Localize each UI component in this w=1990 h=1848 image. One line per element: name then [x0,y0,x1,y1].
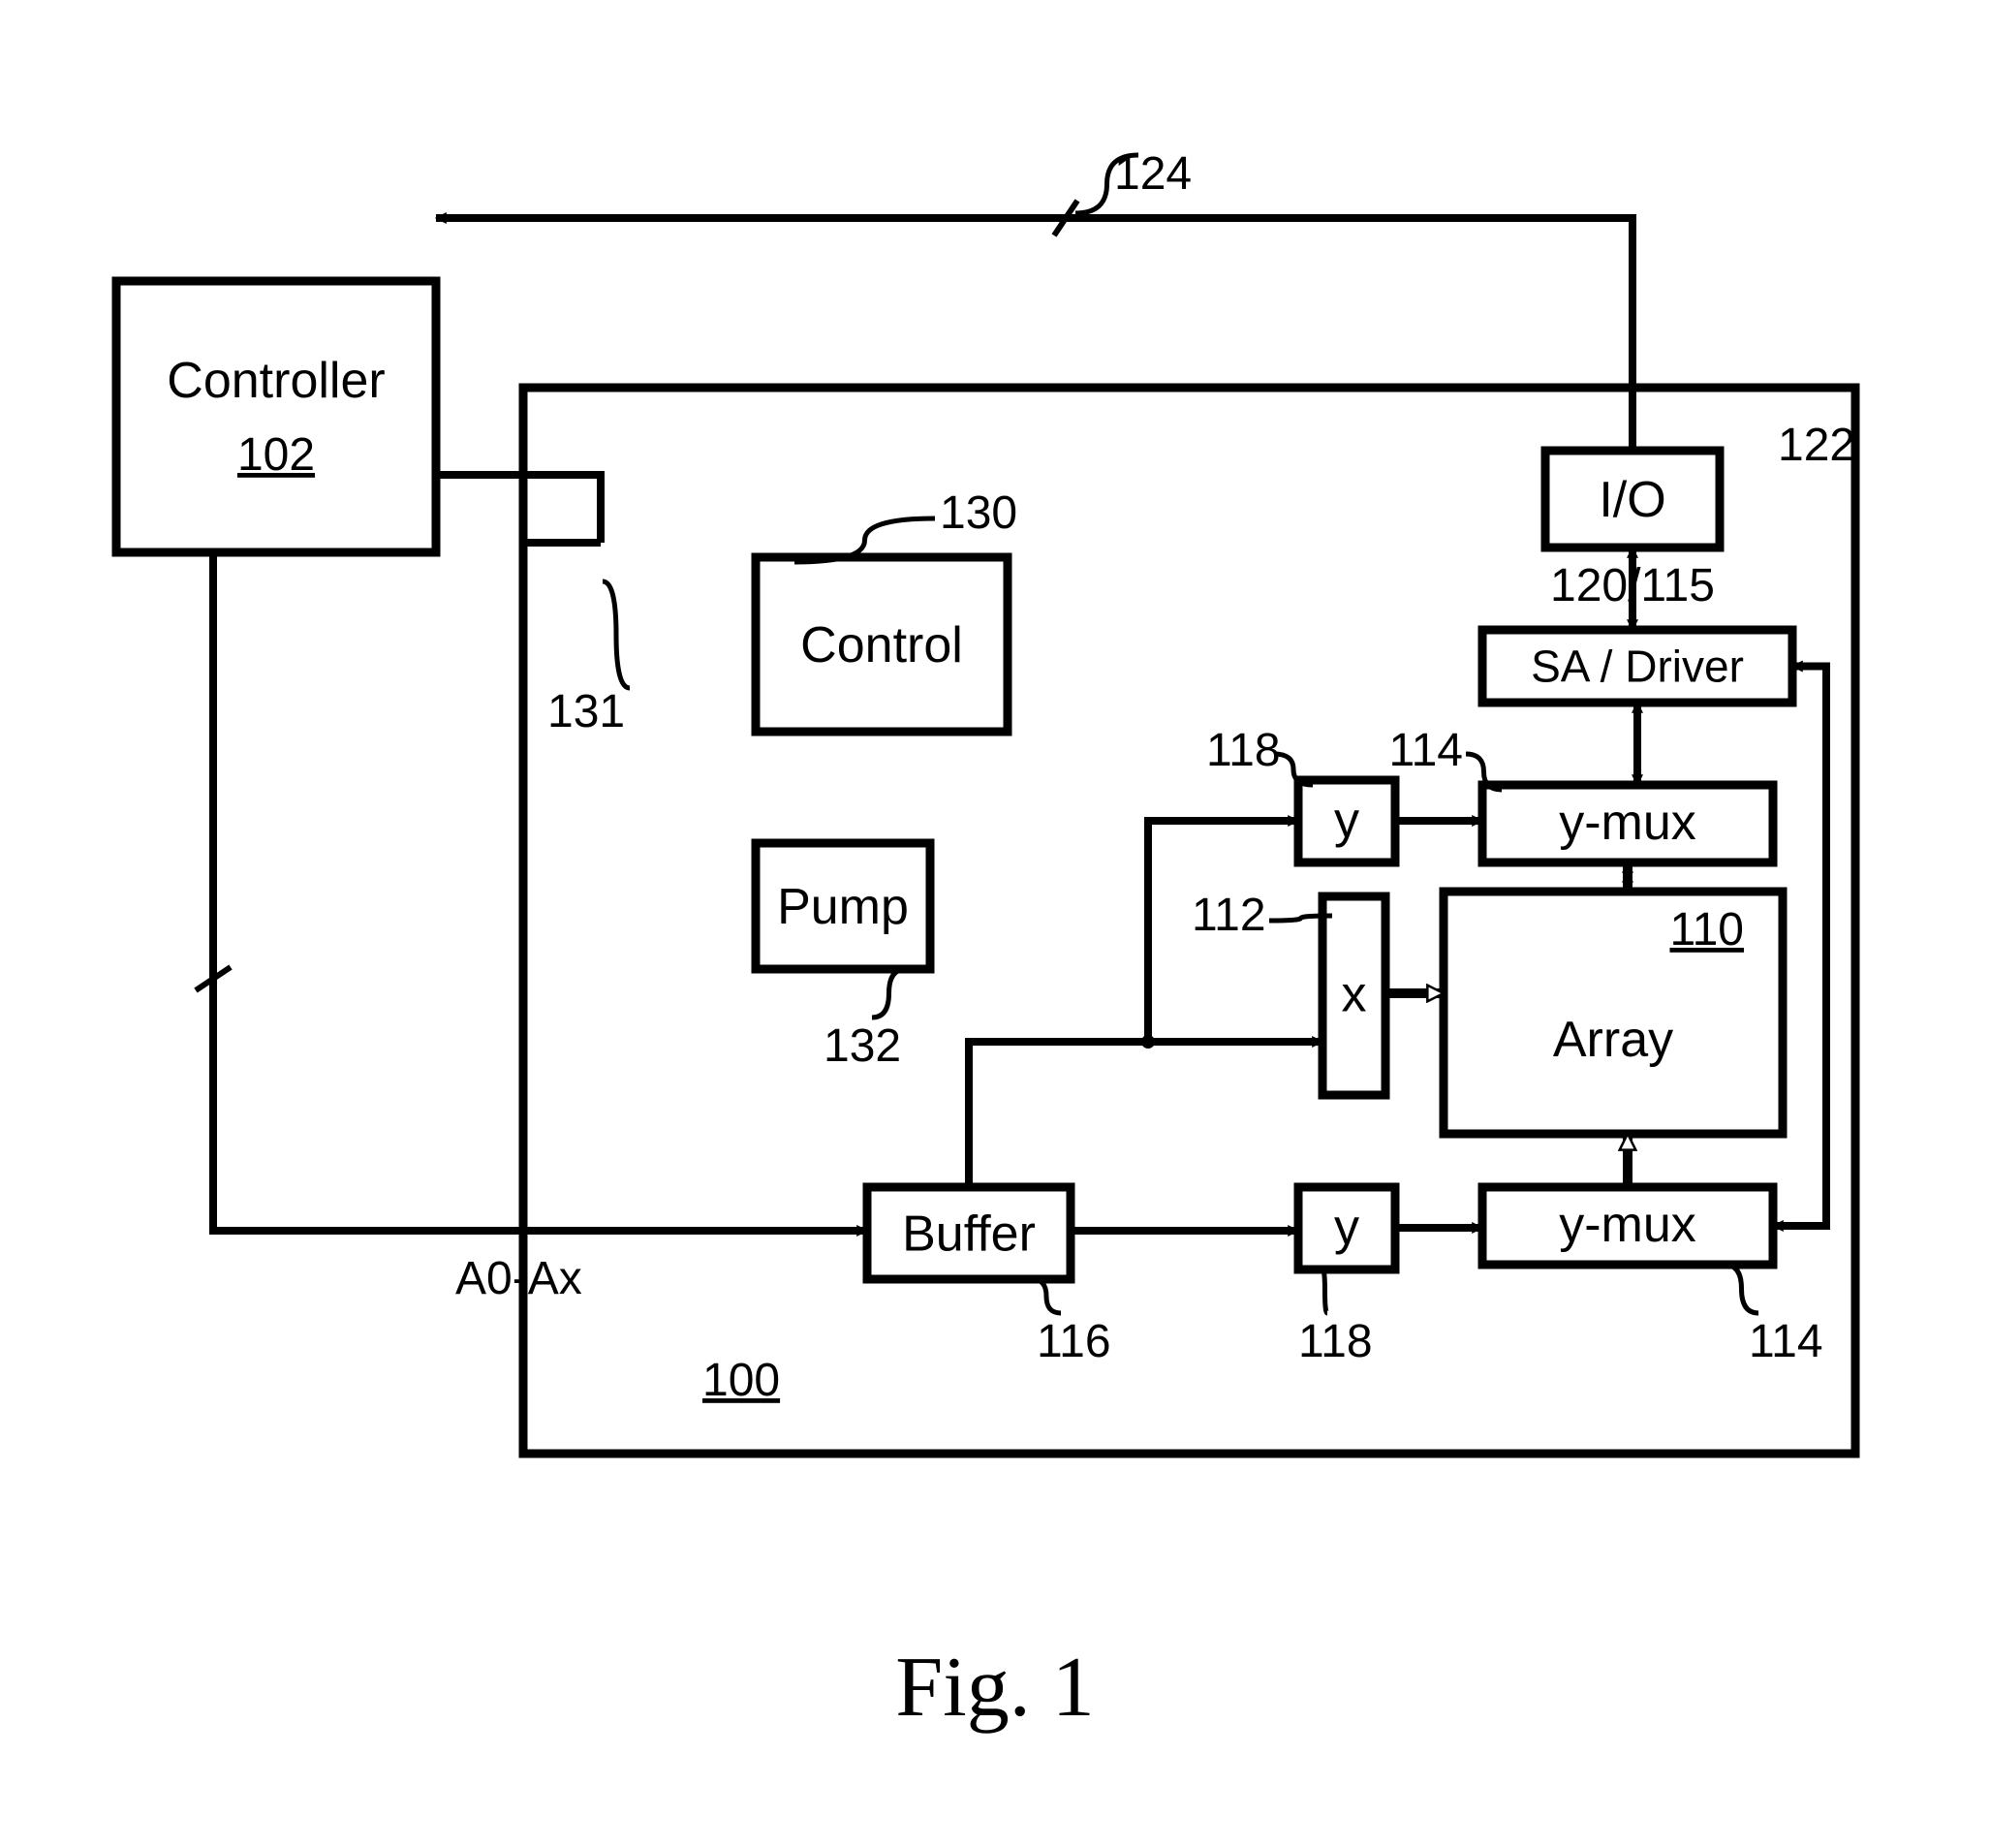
ymux-bot-label: y-mux [1559,1197,1696,1253]
outer-ref: 100 [702,1355,780,1406]
y-top-label: y [1334,793,1359,849]
ref-131: 131 [547,686,625,737]
y-bot-ref: 118 [1298,1316,1373,1367]
io-ref: 122 [1778,420,1855,471]
controller-block [116,281,436,552]
array-ref: 110 [1669,904,1744,955]
ymux-top-ref: 114 [1388,725,1463,776]
x-label: x [1342,967,1367,1023]
array-label: Array [1553,1012,1673,1068]
label-a0ax: A0-Ax [455,1253,582,1304]
y-bot-label: y [1334,1200,1359,1256]
sa-driver-label: SA / Driver [1531,642,1744,692]
ymux-top-label: y-mux [1559,795,1696,851]
pump-ref: 132 [824,1020,901,1072]
y-bot-ref-lead [1322,1269,1327,1313]
y-top-ref: 118 [1206,725,1281,776]
control-ref: 130 [940,487,1017,539]
io-label: I/O [1599,472,1665,528]
ymux-bot-ref: 114 [1749,1316,1823,1367]
x-ref: 112 [1192,890,1266,941]
control-label: Control [800,617,963,673]
ref-124: 124 [1114,148,1192,200]
pump-label: Pump [777,879,909,935]
sa-driver-ref: 120/115 [1550,560,1715,611]
controller-ref: 102 [237,429,315,481]
buffer-label: Buffer [902,1206,1036,1263]
controller-label: Controller [167,353,385,409]
buffer-ref: 116 [1037,1316,1111,1367]
junction [1141,1035,1155,1049]
figure-caption: Fig. 1 [895,1641,1094,1735]
